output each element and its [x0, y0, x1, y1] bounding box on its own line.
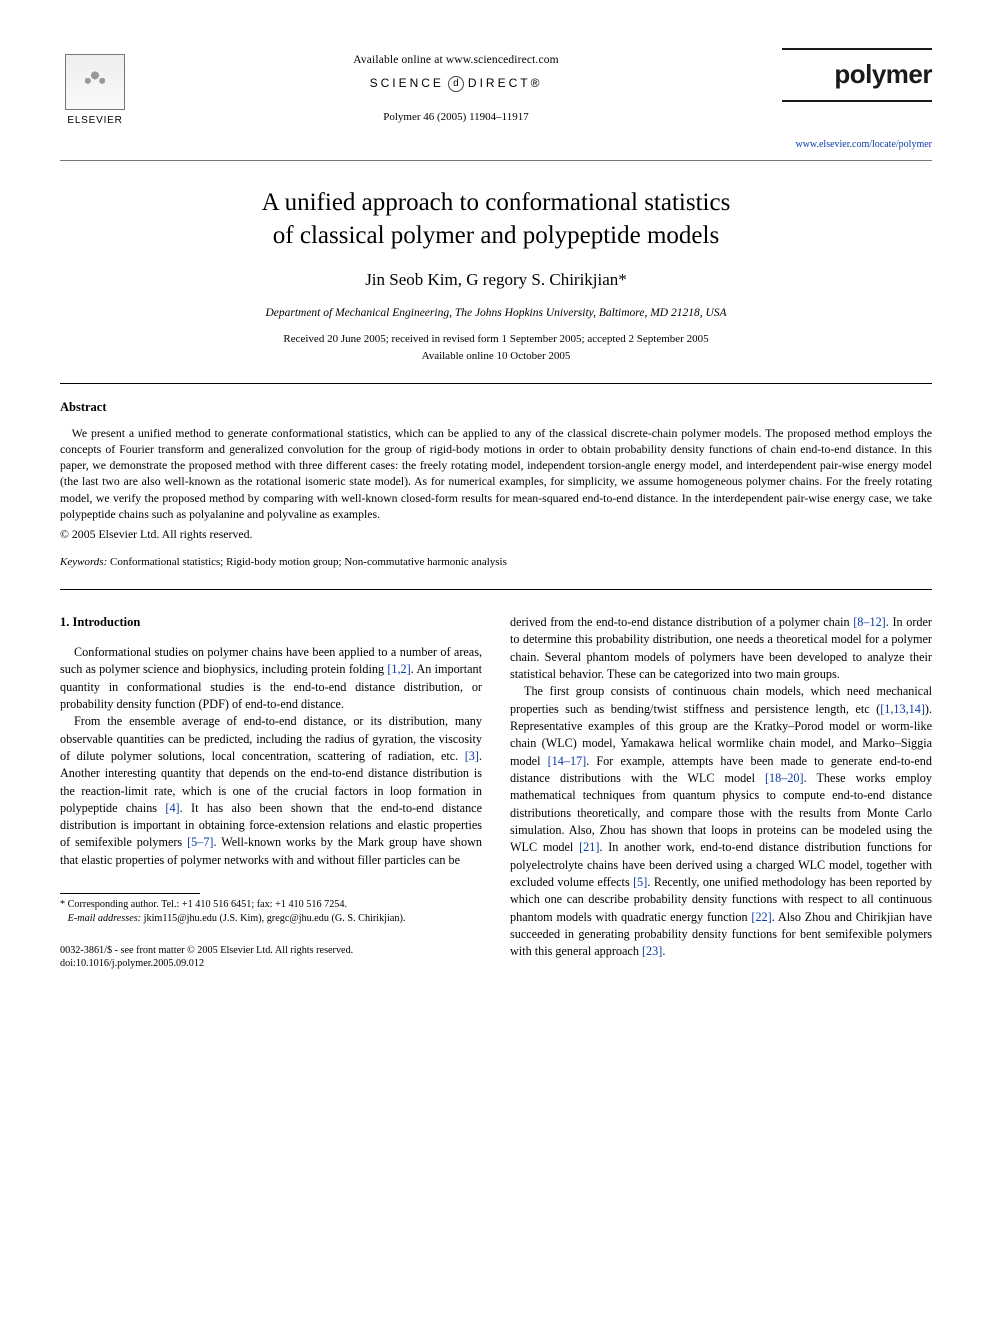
- dates-line-1: Received 20 June 2005; received in revis…: [283, 333, 708, 345]
- keywords: Keywords: Conformational statistics; Rig…: [60, 555, 932, 571]
- journal-reference: Polymer 46 (2005) 11904–11917: [130, 110, 782, 126]
- doi-line: doi:10.1016/j.polymer.2005.09.012: [60, 957, 482, 971]
- abstract-text: We present a unified method to generate …: [60, 426, 932, 521]
- keywords-values: Conformational statistics; Rigid-body mo…: [107, 556, 507, 568]
- at-icon: d: [448, 76, 464, 92]
- journal-logo-block: polymer www.elsevier.com/locate/polymer: [782, 48, 932, 152]
- journal-url[interactable]: www.elsevier.com/locate/polymer: [782, 138, 932, 153]
- citation-link[interactable]: [5]: [633, 875, 647, 889]
- paragraph: The first group consists of continuous c…: [510, 683, 932, 960]
- abstract-bottom-rule: [60, 589, 932, 590]
- email-label: E-mail addresses:: [68, 913, 141, 924]
- authors: Jin Seob Kim, G regory S. Chirikjian*: [60, 268, 932, 293]
- citation-link[interactable]: [1,2]: [387, 662, 410, 676]
- paragraph: Conformational studies on polymer chains…: [60, 644, 482, 713]
- sd-left: SCIENCE: [370, 76, 444, 90]
- body-columns: 1. Introduction Conformational studies o…: [60, 614, 932, 971]
- sciencedirect-logo: SCIENCE d DIRECT®: [130, 75, 782, 92]
- available-online-line: Available online at www.sciencedirect.co…: [130, 52, 782, 69]
- citation-link[interactable]: [23]: [642, 944, 662, 958]
- title-line-2: of classical polymer and polypeptide mod…: [273, 222, 719, 249]
- footnote-separator: [60, 893, 200, 894]
- footer-block: 0032-3861/$ - see front matter © 2005 El…: [60, 944, 482, 972]
- center-header: Available online at www.sciencedirect.co…: [130, 48, 782, 126]
- header-row: ELSEVIER Available online at www.science…: [60, 48, 932, 152]
- citation-link[interactable]: [5–7]: [187, 835, 213, 849]
- elsevier-logo: ELSEVIER: [60, 48, 130, 128]
- paragraph: derived from the end-to-end distance dis…: [510, 614, 932, 683]
- left-column: 1. Introduction Conformational studies o…: [60, 614, 482, 971]
- keywords-label: Keywords:: [60, 556, 107, 568]
- corresponding-author-note: * Corresponding author. Tel.: +1 410 516…: [60, 898, 482, 912]
- article-dates: Received 20 June 2005; received in revis…: [60, 332, 932, 366]
- citation-link[interactable]: [14–17]: [548, 754, 587, 768]
- email-note: E-mail addresses: jkim115@jhu.edu (J.S. …: [60, 912, 482, 926]
- copyright-line: © 2005 Elsevier Ltd. All rights reserved…: [60, 526, 932, 543]
- citation-link[interactable]: [3]: [465, 749, 479, 763]
- sd-right: DIRECT®: [468, 76, 543, 90]
- citation-link[interactable]: [22]: [751, 910, 771, 924]
- abstract-heading: Abstract: [60, 398, 932, 416]
- abstract-top-rule: [60, 383, 932, 384]
- citation-link[interactable]: [21]: [579, 840, 599, 854]
- citation-link[interactable]: [8–12]: [853, 615, 886, 629]
- citation-link[interactable]: [1,13,14]: [880, 702, 925, 716]
- title-line-1: A unified approach to conformational sta…: [262, 189, 731, 216]
- citation-link[interactable]: [18–20]: [765, 771, 804, 785]
- citation-link[interactable]: [4]: [165, 801, 179, 815]
- abstract-body: We present a unified method to generate …: [60, 425, 932, 523]
- email-body: jkim115@jhu.edu (J.S. Kim), gregc@jhu.ed…: [141, 913, 405, 924]
- footnotes: * Corresponding author. Tel.: +1 410 516…: [60, 898, 482, 926]
- dates-line-2: Available online 10 October 2005: [60, 349, 932, 365]
- page: ELSEVIER Available online at www.science…: [0, 0, 992, 1011]
- elsevier-tree-icon: [65, 54, 125, 110]
- header-rule: [60, 160, 932, 161]
- article-title: A unified approach to conformational sta…: [60, 187, 932, 252]
- paragraph: From the ensemble average of end-to-end …: [60, 713, 482, 869]
- elsevier-wordmark: ELSEVIER: [67, 114, 122, 129]
- affiliation: Department of Mechanical Engineering, Th…: [60, 305, 932, 322]
- polymer-wordmark: polymer: [782, 48, 932, 102]
- issn-line: 0032-3861/$ - see front matter © 2005 El…: [60, 944, 482, 958]
- section-1-heading: 1. Introduction: [60, 614, 482, 632]
- right-column: derived from the end-to-end distance dis…: [510, 614, 932, 971]
